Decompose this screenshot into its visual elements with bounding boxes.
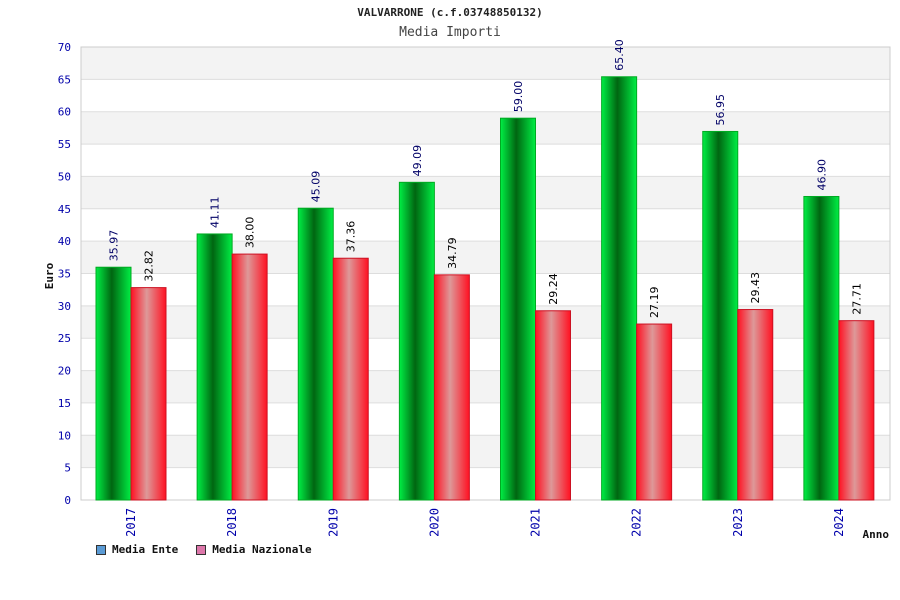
data-label: 27.19 [648,287,661,319]
data-label: 56.95 [714,94,727,126]
data-label: 37.36 [345,221,358,253]
data-label: 35.97 [108,230,121,262]
y-tick-label: 35 [58,268,71,281]
legend-item-media-ente: Media Ente [96,543,178,556]
data-label: 27.71 [850,283,863,315]
x-tick-label: 2021 [529,508,543,537]
grid-band [81,176,890,209]
grid-band [81,111,890,145]
bar-media-nazionale [737,309,774,501]
x-tick-label: 2024 [832,508,846,537]
data-label: 38.00 [244,217,257,249]
y-tick-label: 15 [58,397,71,410]
x-tick-label: 2022 [630,508,644,537]
data-label: 59.00 [512,81,525,113]
chart-title: VALVARRONE (c.f.03748850132) [357,6,543,19]
bar-media-ente [702,130,739,501]
data-label: 49.09 [411,145,424,177]
bar-media-nazionale [636,323,673,501]
legend: Media Ente Media Nazionale [96,543,312,556]
legend-label-media-ente: Media Ente [112,543,179,556]
grid-band [81,144,890,177]
data-label: 32.82 [143,250,156,282]
y-tick-label: 70 [58,41,71,54]
bar-media-nazionale [130,287,167,501]
data-label: 34.79 [446,237,459,269]
bar-media-ente [95,266,132,501]
y-tick-label: 40 [58,235,71,248]
data-label: 45.09 [310,171,323,203]
y-tick-label: 10 [58,429,71,442]
grid-band [81,79,890,112]
bar-media-ente [196,233,233,501]
data-label: 46.90 [815,159,828,191]
plot-frame [80,46,891,501]
legend-swatch-media-ente [96,544,106,555]
legend-swatch-media-nazionale [196,544,207,555]
bar-media-ente [500,117,536,501]
bar-media-nazionale [433,274,470,501]
x-axis-label: Anno [863,528,890,541]
bar-media-nazionale [535,310,571,501]
chart-subtitle: Media Importi [399,25,501,40]
bar-media-ente [601,76,638,501]
y-tick-label: 20 [58,365,71,378]
bar-media-ente [398,181,435,501]
grid-band [81,47,890,80]
y-tick-label: 5 [64,462,71,475]
data-label: 41.11 [209,196,222,228]
x-tick-label: 2020 [427,508,441,537]
y-tick-label: 50 [58,170,71,183]
y-tick-label: 30 [58,300,71,313]
bar-media-ente [803,195,840,501]
data-label: 29.24 [547,273,560,305]
bar-media-nazionale [838,320,875,501]
y-tick-label: 60 [58,106,71,119]
x-tick-label: 2023 [731,508,745,537]
bar-media-nazionale [332,257,369,501]
legend-label-media-nazionale: Media Nazionale [212,543,312,556]
data-label: 29.43 [749,272,762,304]
x-tick-label: 2017 [124,508,138,537]
y-tick-label: 65 [58,73,71,86]
y-axis-label: Euro [43,262,56,289]
x-tick-label: 2019 [326,508,340,537]
y-tick-label: 45 [58,203,71,216]
x-tick-label: 2018 [225,508,239,537]
legend-item-media-nazionale: Media Nazionale [196,543,312,556]
y-tick-label: 55 [58,138,71,151]
data-label: 65.40 [613,39,626,71]
bar-media-nazionale [231,253,268,501]
y-tick-label: 25 [58,332,71,345]
bar-media-ente [297,207,334,501]
y-tick-label: 0 [64,494,71,507]
